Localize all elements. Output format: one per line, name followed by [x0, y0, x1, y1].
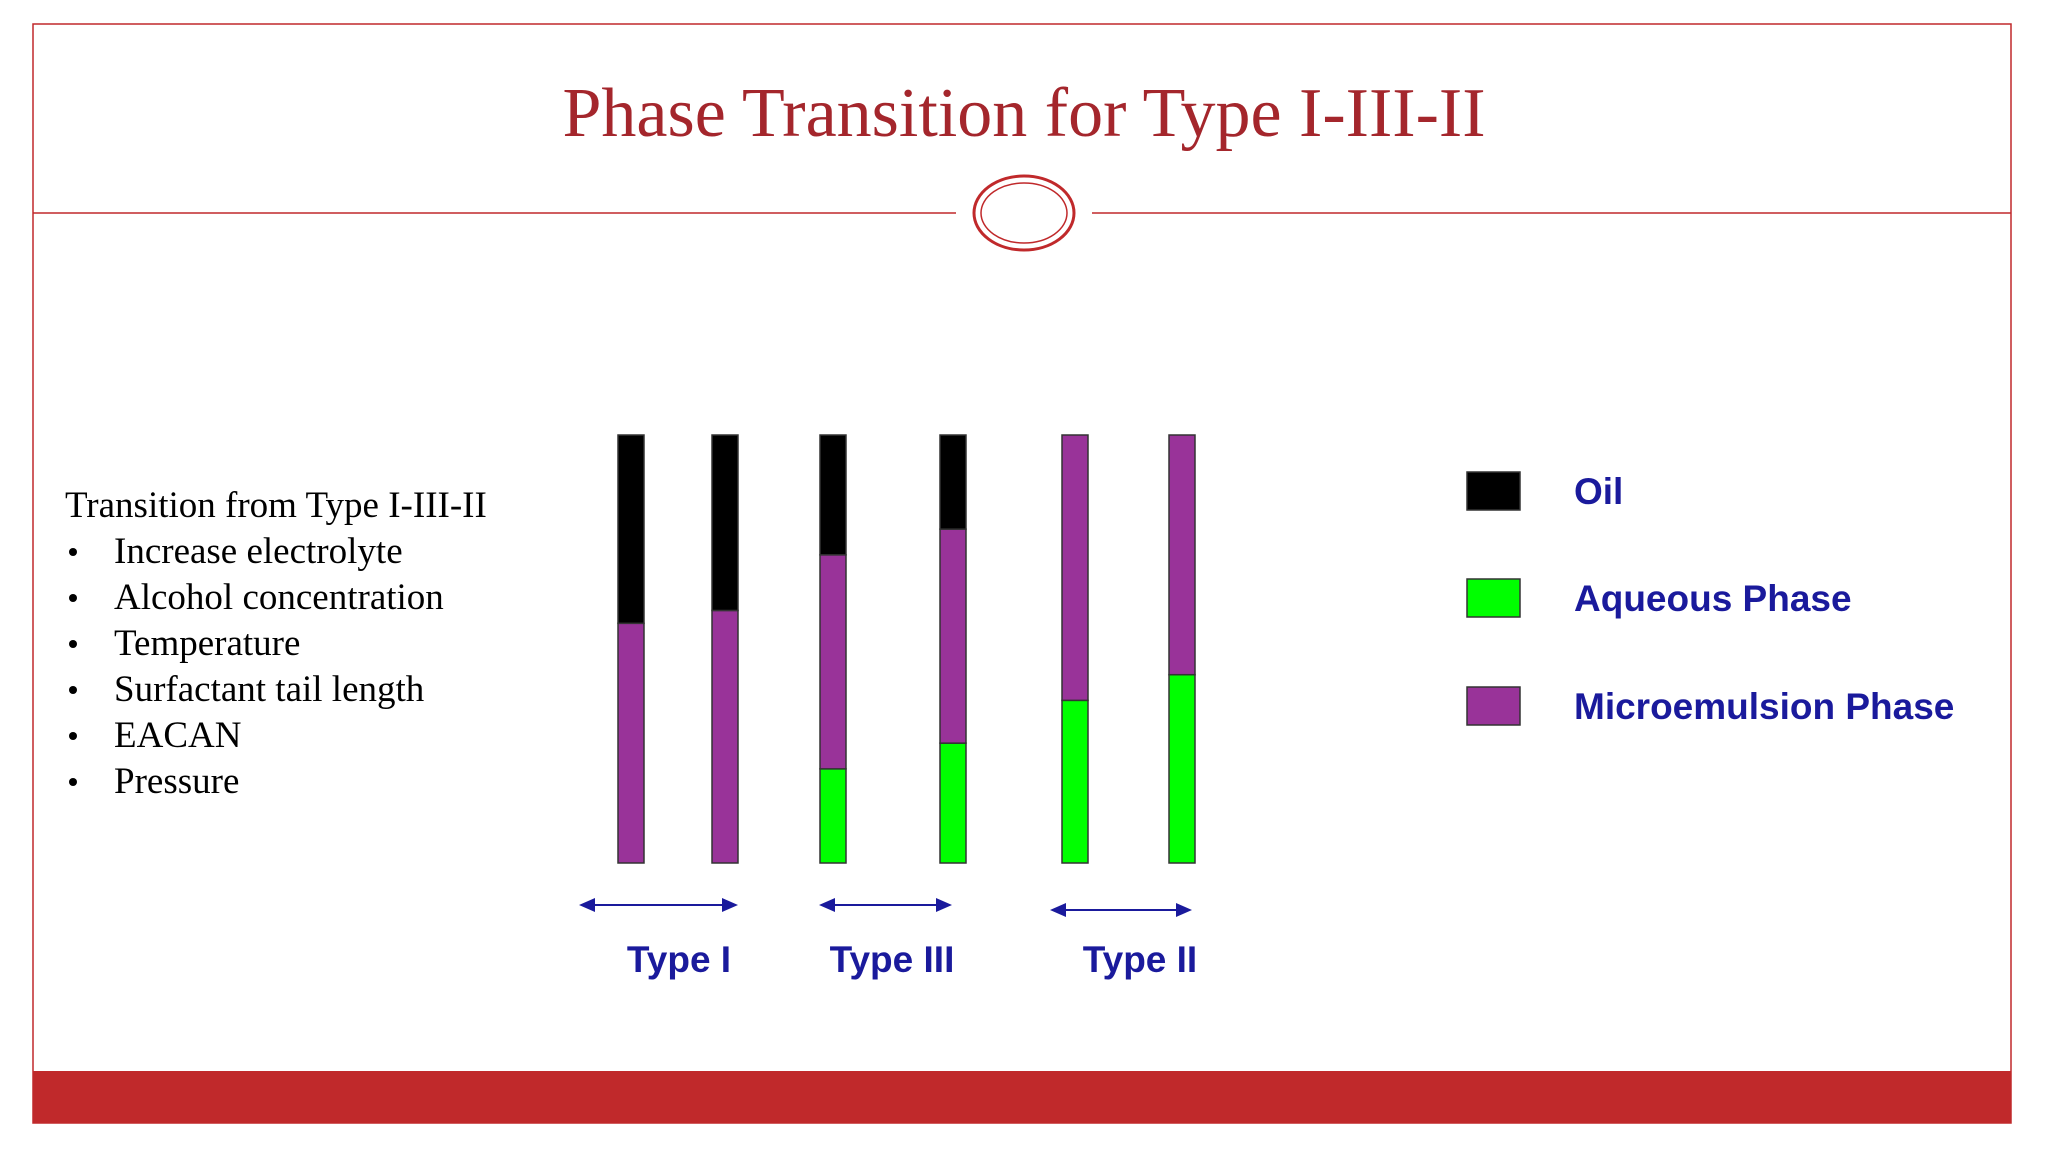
legend-swatch	[1466, 578, 1521, 618]
divider-ornament-inner	[980, 182, 1068, 244]
bullet-text: Surfactant tail length	[114, 669, 425, 710]
bullet-text: Alcohol concentration	[114, 577, 444, 618]
bullet-text: Increase electrolyte	[114, 531, 403, 572]
arrow-head	[579, 898, 738, 912]
arrow-head	[819, 898, 952, 912]
legend-swatch	[1466, 471, 1521, 511]
legend-label: Aqueous Phase	[1574, 578, 1852, 619]
tube-segment	[819, 768, 847, 864]
bullet-text: EACAN	[114, 715, 241, 756]
footer-bar	[33, 1071, 2011, 1123]
tube-segment	[1061, 434, 1089, 702]
tube-segment	[939, 528, 967, 744]
tube-segment	[711, 609, 739, 864]
legend-label: Oil	[1574, 471, 1623, 512]
tube-segment	[819, 554, 847, 770]
bullet-list: Increase electrolyte Alcohol concentratio…	[69, 531, 444, 802]
divider-ornament	[972, 174, 1076, 252]
arrow-head	[1050, 903, 1192, 917]
legend-label: Microemulsion Phase	[1574, 686, 1954, 727]
tube-segment	[939, 742, 967, 864]
slide-frame	[32, 23, 2012, 1124]
tube-segment	[617, 622, 645, 864]
bullet-dot	[69, 640, 77, 648]
bullet-text: Temperature	[114, 623, 300, 664]
legend-swatch	[1466, 686, 1521, 726]
bullet-dot	[69, 686, 77, 694]
group-label: Type II	[1083, 939, 1197, 980]
slide-title: Phase Transition for Type I-III-II	[562, 75, 1485, 152]
tube-segment	[1168, 673, 1196, 864]
text-heading: Transition from Type I-III-II	[65, 485, 487, 526]
bullet-dot	[69, 732, 77, 740]
group-label: Type III	[830, 939, 955, 980]
tube-segment	[1061, 699, 1089, 864]
tube-segment	[617, 434, 645, 625]
chart: Type I Type III Type II Oil Aqueous Phase Mic…	[579, 434, 1954, 980]
bullet-dot	[69, 778, 77, 786]
bullet-dot	[69, 594, 77, 602]
tube-segment	[711, 434, 739, 612]
bullet-text: Pressure	[114, 761, 239, 802]
tube-segment	[1168, 434, 1196, 676]
bullet-dot	[69, 548, 77, 556]
tube-segment	[819, 434, 847, 556]
tube-segment	[939, 434, 967, 530]
group-label: Type I	[627, 939, 731, 980]
